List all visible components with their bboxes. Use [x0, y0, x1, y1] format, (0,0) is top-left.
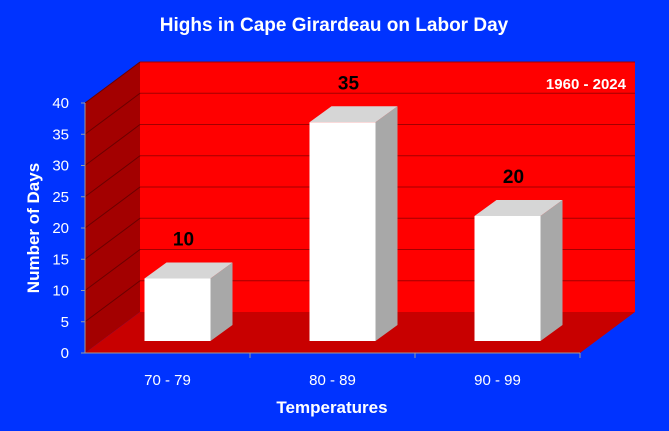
x-tick-label: 80 - 89 [309, 372, 356, 389]
gridline-side [84, 280, 141, 323]
data-label: 10 [173, 230, 194, 251]
bars [144, 106, 563, 341]
y-tick-label: 15 [52, 251, 69, 268]
bar [474, 216, 541, 341]
gridline-side [84, 155, 141, 198]
axes: 0 5 10 15 20 25 30 35 40 70 - 79 80 - 89 90 - 99 [52, 95, 581, 389]
gridline-side [84, 217, 141, 260]
y-tick-label: 10 [52, 283, 69, 300]
chart-title: Highs in Cape Girardeau on Labor Day [160, 15, 509, 36]
year-range-annotation: 1960 - 2024 [546, 76, 627, 93]
bar [144, 278, 211, 341]
bar-side-face [375, 106, 398, 341]
y-tick-label: 0 [61, 345, 69, 362]
y-tick-label: 35 [52, 126, 69, 143]
y-tick-label: 20 [52, 220, 69, 237]
gridline-side [84, 124, 141, 166]
gridline-side [84, 186, 141, 229]
y-tick-label: 40 [52, 95, 69, 112]
gridline-side [84, 249, 141, 291]
labels: 10 35 20 [173, 73, 524, 250]
gridline-side [84, 61, 141, 104]
y-axis-label: Number of Days [24, 163, 43, 293]
x-tick-label: 70 - 79 [144, 372, 191, 389]
bar-top-face [144, 262, 233, 279]
x-axis-label: Temperatures [276, 398, 387, 417]
gridline-side [84, 92, 141, 135]
data-label: 35 [338, 73, 360, 94]
bar-top-face [474, 200, 563, 216]
bar-top-face [309, 106, 398, 123]
bar-side-face [210, 262, 233, 341]
data-label: 20 [503, 167, 524, 188]
bar-side-face [540, 200, 563, 341]
y-tick-label: 30 [52, 158, 69, 175]
x-tick-label: 90 - 99 [474, 372, 521, 389]
y-tick-label: 25 [52, 189, 69, 206]
y-tick-label: 5 [61, 314, 69, 331]
bar [309, 122, 376, 341]
